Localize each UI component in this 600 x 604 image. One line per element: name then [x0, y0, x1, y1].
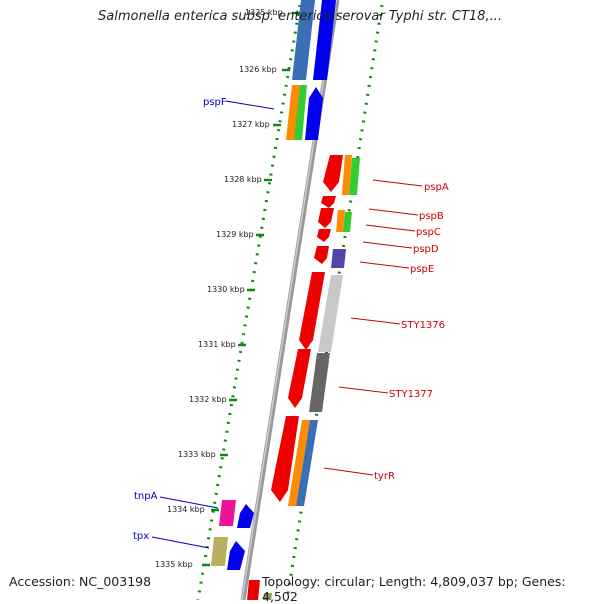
- leader-tyrR: [323, 467, 374, 476]
- label-pspE[interactable]: pspE: [410, 264, 434, 275]
- label-tyrR[interactable]: tyrR: [374, 471, 395, 482]
- tick-label-1326: 1326 kbp: [239, 65, 277, 74]
- gene-features-left-strand: [211, 0, 336, 600]
- tick-label-1330: 1330 kbp: [207, 285, 245, 294]
- gene-block-steelblue-top[interactable]: [292, 0, 315, 80]
- label-pspB[interactable]: pspB: [419, 211, 444, 222]
- gene-block-lightgray-sty1376[interactable]: [318, 275, 343, 352]
- leader-STY1377: [338, 386, 389, 394]
- leader-pspB: [368, 208, 419, 216]
- tick-marks: [202, 11, 300, 567]
- right-dotted-track: [285, 4, 384, 600]
- gene-tyrR[interactable]: [271, 416, 299, 502]
- label-pspA[interactable]: pspA: [424, 182, 449, 193]
- gene-tnpA[interactable]: [237, 504, 254, 528]
- leader-tpx: [151, 536, 210, 549]
- gene-pspB[interactable]: [321, 196, 336, 208]
- gene-labels-right: pspA pspB pspC pspD pspE STY1376 STY1377…: [374, 182, 449, 482]
- gene-pspA[interactable]: [323, 155, 343, 192]
- backbone-highlight: [241, 0, 337, 600]
- gene-block-magenta-tnpa[interactable]: [219, 500, 236, 526]
- gene-block-olive-tpx[interactable]: [211, 537, 228, 566]
- label-STY1377[interactable]: STY1377: [389, 389, 433, 400]
- gene-block-orange-tyrr[interactable]: [288, 420, 310, 506]
- gene-tpx[interactable]: [227, 541, 245, 570]
- gene-pspF[interactable]: [305, 87, 323, 140]
- gene-block-orange-pspf[interactable]: [286, 85, 300, 140]
- backbone-line: [240, 0, 340, 600]
- leader-pspD: [362, 241, 413, 249]
- gene-block-purple-pspe[interactable]: [331, 249, 346, 268]
- accession-text: Accession: NC_003198: [9, 574, 152, 589]
- gene-block-red-bottom[interactable]: [247, 580, 260, 600]
- tick-label-1328: 1328 kbp: [224, 175, 262, 184]
- leader-STY1376: [350, 317, 401, 325]
- gene-block-green-pspf[interactable]: [294, 85, 307, 140]
- gene-labels-left: pspF tnpA tpx: [133, 97, 227, 542]
- label-STY1376[interactable]: STY1376: [401, 320, 445, 331]
- tick-label-1329: 1329 kbp: [216, 230, 254, 239]
- leader-pspE: [359, 261, 410, 269]
- leader-pspA: [372, 179, 423, 187]
- label-leaders-right: [323, 179, 423, 476]
- gene-block-green-pspa[interactable]: [349, 158, 360, 195]
- leader-pspF: [225, 100, 275, 110]
- gene-block-darkgray-sty1377[interactable]: [309, 353, 330, 412]
- leader-tnpA: [159, 496, 219, 509]
- tick-label-1332: 1332 kbp: [189, 395, 227, 404]
- tick-label-1327: 1327 kbp: [232, 120, 270, 129]
- label-tpx[interactable]: tpx: [133, 531, 149, 542]
- gene-block-blue-top[interactable]: [313, 0, 336, 80]
- label-pspD[interactable]: pspD: [413, 244, 439, 255]
- tick-label-1334: 1334 kbp: [167, 505, 205, 514]
- gene-block-orange-pspc[interactable]: [336, 210, 345, 232]
- gene-pspD[interactable]: [317, 229, 331, 242]
- gene-block-olive-bottom[interactable]: [263, 593, 272, 600]
- label-pspC[interactable]: pspC: [416, 227, 441, 238]
- label-tnpA[interactable]: tnpA: [134, 491, 158, 502]
- label-leaders-left: [151, 100, 275, 549]
- left-dotted-track: [196, 4, 302, 600]
- gene-STY1376[interactable]: [299, 272, 325, 350]
- tick-label-1331: 1331 kbp: [198, 340, 236, 349]
- gene-pspE[interactable]: [314, 246, 329, 264]
- tick-label-1333: 1333 kbp: [178, 450, 216, 459]
- gene-STY1377[interactable]: [288, 349, 311, 408]
- gene-block-steelblue-tyrr[interactable]: [296, 420, 318, 506]
- tick-label-1325: 1325 kbp: [245, 8, 283, 17]
- gene-block-green-pspc[interactable]: [343, 212, 352, 232]
- map-title: Salmonella enterica subsp. enterica sero…: [98, 9, 502, 24]
- tick-labels: 1325 kbp 1326 kbp 1327 kbp 1328 kbp 1329…: [155, 8, 283, 569]
- label-pspF[interactable]: pspF: [203, 97, 227, 108]
- gene-features-right-strand: [271, 155, 360, 506]
- gene-block-orange-pspa[interactable]: [342, 155, 352, 195]
- gene-pspC[interactable]: [318, 208, 334, 228]
- tick-label-1335: 1335 kbp: [155, 560, 193, 569]
- leader-pspC: [365, 224, 416, 232]
